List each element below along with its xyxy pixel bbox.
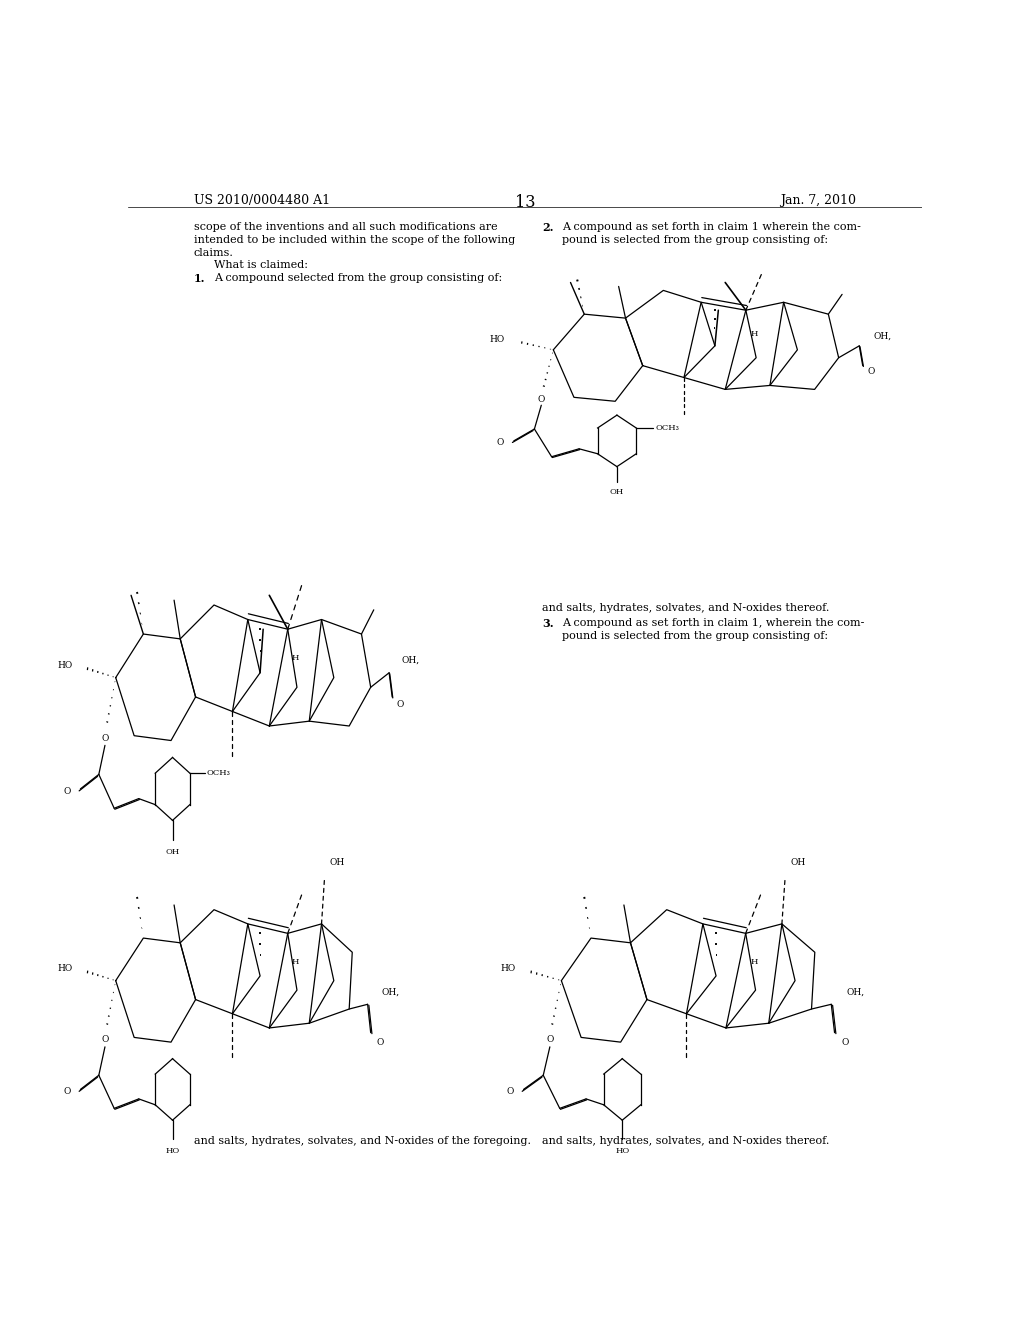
Text: A compound selected from the group consisting of:: A compound selected from the group consi… xyxy=(214,273,502,284)
Text: HO: HO xyxy=(489,335,505,345)
Text: HO: HO xyxy=(57,661,73,671)
Text: 2.: 2. xyxy=(543,223,554,234)
Text: and salts, hydrates, solvates, and N-oxides thereof.: and salts, hydrates, solvates, and N-oxi… xyxy=(543,602,829,612)
Text: O: O xyxy=(397,700,404,709)
Text: OH,: OH, xyxy=(846,987,864,997)
Text: O: O xyxy=(63,1088,72,1097)
Text: OH: OH xyxy=(166,847,179,855)
Text: A compound as set forth in claim 1, wherein the com-
pound is selected from the : A compound as set forth in claim 1, wher… xyxy=(562,618,864,640)
Text: H: H xyxy=(751,330,758,338)
Text: H: H xyxy=(292,655,299,663)
Text: 13: 13 xyxy=(514,194,536,211)
Text: O: O xyxy=(841,1038,849,1047)
Text: OCH₃: OCH₃ xyxy=(655,424,679,432)
Text: OH,: OH, xyxy=(381,987,399,997)
Text: O: O xyxy=(63,787,72,796)
Text: OH: OH xyxy=(329,858,344,867)
Text: HO: HO xyxy=(166,1147,179,1155)
Text: A compound as set forth in claim 1 wherein the com-
pound is selected from the g: A compound as set forth in claim 1 where… xyxy=(562,223,861,246)
Text: 1.: 1. xyxy=(194,273,206,284)
Text: H: H xyxy=(292,958,299,966)
Text: scope of the inventions and all such modifications are
intended to be included w: scope of the inventions and all such mod… xyxy=(194,223,515,257)
Text: OH: OH xyxy=(791,858,805,867)
Text: HO: HO xyxy=(500,965,515,973)
Text: O: O xyxy=(377,1038,384,1047)
Text: O: O xyxy=(101,734,109,743)
Text: O: O xyxy=(101,1035,109,1044)
Text: O: O xyxy=(868,367,876,376)
Text: HO: HO xyxy=(615,1147,630,1155)
Text: OCH₃: OCH₃ xyxy=(207,770,230,777)
Text: and salts, hydrates, solvates, and N-oxides thereof.: and salts, hydrates, solvates, and N-oxi… xyxy=(543,1137,829,1146)
Text: OH,: OH, xyxy=(401,656,420,665)
Text: O: O xyxy=(546,1035,554,1044)
Text: HO: HO xyxy=(57,965,73,973)
Text: OH: OH xyxy=(610,488,624,496)
Text: Jan. 7, 2010: Jan. 7, 2010 xyxy=(779,194,856,207)
Text: What is claimed:: What is claimed: xyxy=(214,260,307,271)
Text: O: O xyxy=(496,438,504,447)
Text: US 2010/0004480 A1: US 2010/0004480 A1 xyxy=(194,194,330,207)
Text: and salts, hydrates, solvates, and N-oxides of the foregoing.: and salts, hydrates, solvates, and N-oxi… xyxy=(194,1137,530,1146)
Text: OH,: OH, xyxy=(873,331,891,341)
Text: O: O xyxy=(538,395,545,404)
Text: O: O xyxy=(506,1088,514,1097)
Text: 3.: 3. xyxy=(543,618,554,628)
Text: H: H xyxy=(751,958,758,966)
